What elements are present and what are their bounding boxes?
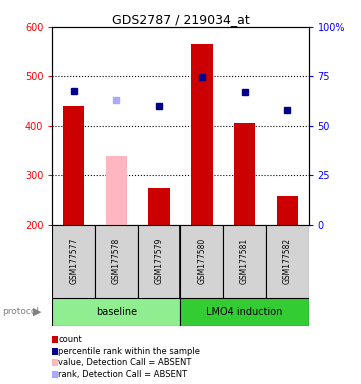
Bar <box>234 123 255 225</box>
Text: GSM177582: GSM177582 <box>283 238 292 284</box>
Text: LMO4 induction: LMO4 induction <box>206 307 283 317</box>
Bar <box>191 44 213 225</box>
Text: GDS2787 / 219034_at: GDS2787 / 219034_at <box>112 13 249 26</box>
Text: rank, Detection Call = ABSENT: rank, Detection Call = ABSENT <box>58 370 187 379</box>
Bar <box>180 225 223 298</box>
Bar <box>138 225 180 298</box>
Text: value, Detection Call = ABSENT: value, Detection Call = ABSENT <box>58 358 192 367</box>
Bar <box>95 225 138 298</box>
Text: GSM177578: GSM177578 <box>112 238 121 284</box>
Text: GSM177580: GSM177580 <box>197 238 206 284</box>
Bar <box>52 298 180 326</box>
Bar <box>148 187 170 225</box>
Text: GSM177577: GSM177577 <box>69 238 78 284</box>
Text: ▶: ▶ <box>33 307 42 317</box>
Text: baseline: baseline <box>96 307 137 317</box>
Text: count: count <box>58 335 82 344</box>
Text: protocol: protocol <box>2 308 39 316</box>
Bar <box>277 197 298 225</box>
Text: GSM177581: GSM177581 <box>240 238 249 284</box>
Bar <box>52 225 95 298</box>
Bar <box>63 106 84 225</box>
Text: GSM177579: GSM177579 <box>155 238 164 284</box>
Bar <box>180 298 309 326</box>
Bar <box>266 225 309 298</box>
Bar <box>223 225 266 298</box>
Text: percentile rank within the sample: percentile rank within the sample <box>58 347 200 356</box>
Bar <box>106 156 127 225</box>
